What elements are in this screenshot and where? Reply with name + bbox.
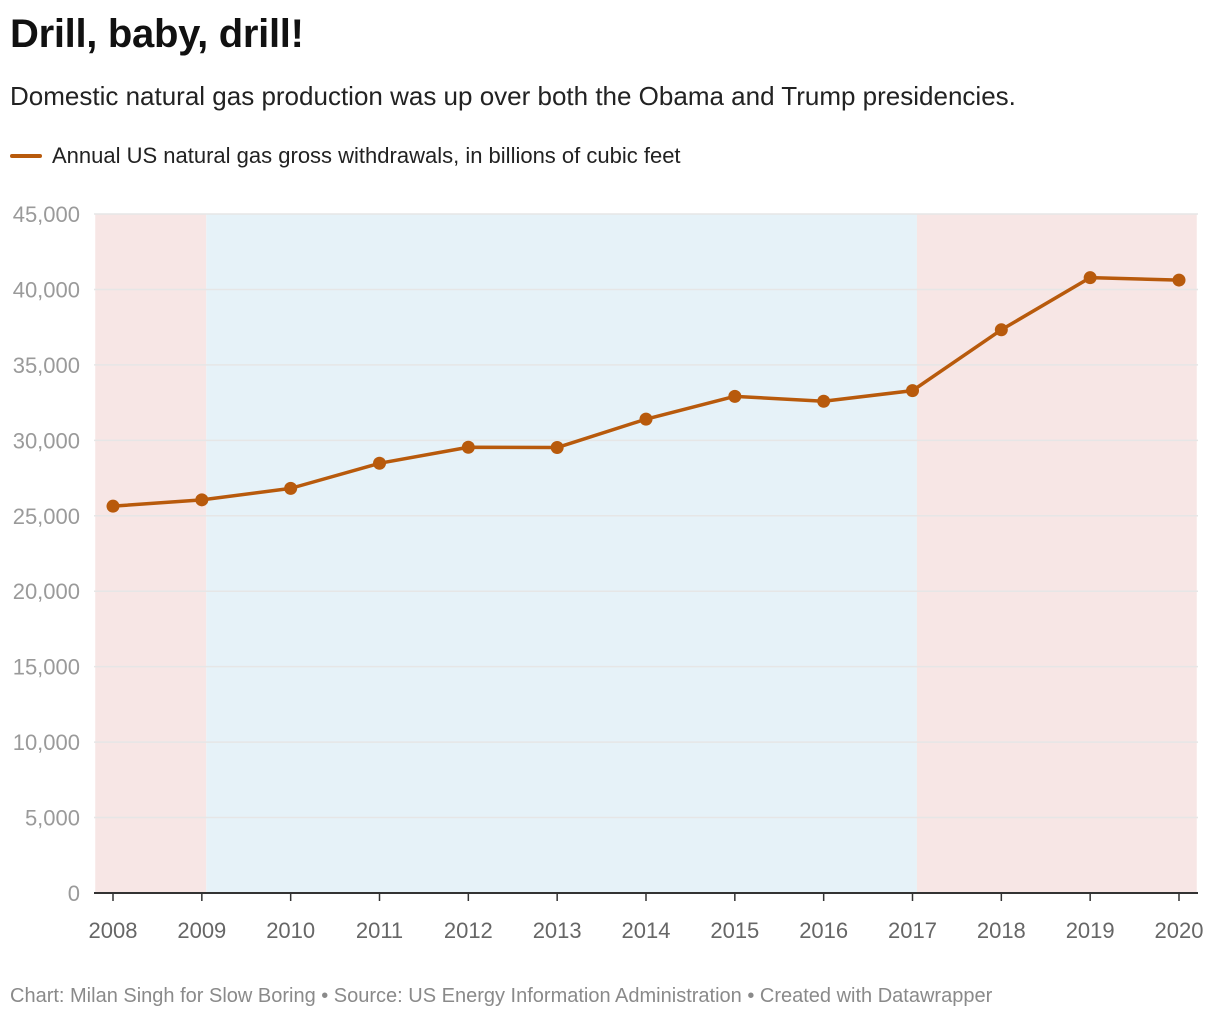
line-chart: 0 5,000 10,000 15,000 20,000 25,000 30,000 35,0… <box>13 202 1204 943</box>
chart-title: Drill, baby, drill! <box>10 12 304 56</box>
y-tick-label: 0 <box>68 881 80 906</box>
x-tick-label: 2008 <box>89 918 138 943</box>
legend-swatch <box>10 154 42 158</box>
legend-label: Annual US natural gas gross withdrawals,… <box>52 143 681 168</box>
x-tick-label: 2010 <box>266 918 315 943</box>
data-point-2017 <box>906 384 919 398</box>
data-point-2009 <box>195 493 209 507</box>
x-tick-label: 2011 <box>356 918 403 943</box>
data-point-2019 <box>1083 271 1097 285</box>
x-tick-label: 2018 <box>977 918 1026 943</box>
chart-footer: Chart: Milan Singh for Slow Boring • Sou… <box>10 985 993 1007</box>
presidency-band-democrat <box>206 214 917 893</box>
x-tick-label: 2019 <box>1066 918 1115 943</box>
y-tick-label: 45,000 <box>13 202 80 227</box>
y-tick-label: 20,000 <box>13 579 80 604</box>
y-tick-label: 25,000 <box>13 504 80 529</box>
y-tick-label: 30,000 <box>13 428 80 453</box>
x-tick-label: 2014 <box>622 918 671 943</box>
chart-subtitle: Domestic natural gas production was up o… <box>10 81 1016 111</box>
data-point-2018 <box>994 323 1008 337</box>
y-tick-label: 15,000 <box>13 655 80 680</box>
x-tick-label: 2020 <box>1155 918 1204 943</box>
x-tick-label: 2012 <box>444 918 493 943</box>
presidency-band-republican <box>95 214 207 893</box>
data-point-2016 <box>817 394 831 408</box>
data-point-2010 <box>284 481 298 495</box>
legend: Annual US natural gas gross withdrawals,… <box>10 143 681 169</box>
data-point-2013 <box>550 441 564 455</box>
presidency-band-republican <box>916 214 1197 893</box>
x-tick-label: 2016 <box>799 918 848 943</box>
x-tick-label: 2013 <box>533 918 582 943</box>
presidency-bands <box>95 214 1197 893</box>
data-point-2011 <box>373 456 386 470</box>
x-tick-label: 2009 <box>177 918 226 943</box>
x-tick-label: 2015 <box>710 918 759 943</box>
data-point-2012 <box>461 440 475 454</box>
data-point-2015 <box>728 389 742 403</box>
y-tick-label: 35,000 <box>13 353 80 378</box>
x-tick-label: 2017 <box>888 918 937 943</box>
data-point-2020 <box>1172 273 1186 287</box>
data-points <box>106 271 1186 513</box>
gridlines <box>94 213 1198 819</box>
y-tick-label: 10,000 <box>13 730 80 755</box>
y-tick-label: 40,000 <box>13 277 80 302</box>
x-axis: 2008 2009 2010 2011 2012 2013 2014 2015 2016 2017… <box>89 892 1204 943</box>
data-point-2008 <box>106 499 120 513</box>
y-axis: 0 5,000 10,000 15,000 20,000 25,000 30,000 35,0… <box>13 202 80 906</box>
y-tick-label: 5,000 <box>25 806 80 831</box>
data-point-2014 <box>639 412 653 426</box>
